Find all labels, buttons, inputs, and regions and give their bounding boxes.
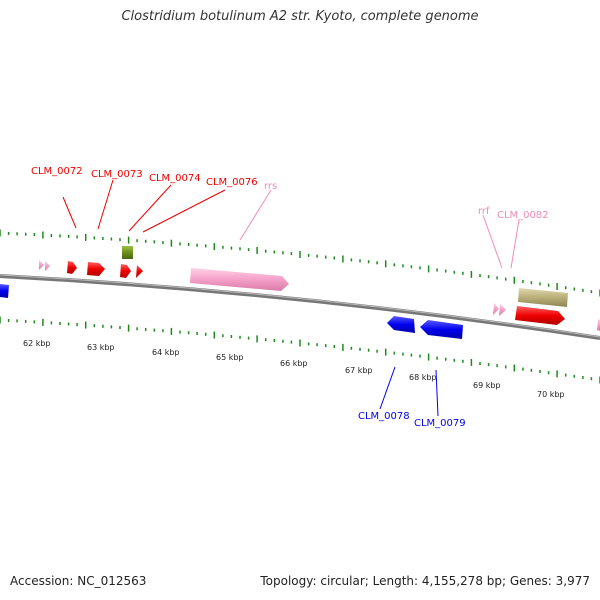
forward-labels: CLM_0072 CLM_0073 CLM_0074 CLM_0076 rrs … [31, 166, 549, 221]
scale-label: 67 kbp [345, 366, 373, 375]
gene-label[interactable]: CLM_0074 [149, 173, 201, 184]
misc-feature-box[interactable] [518, 288, 568, 307]
gene-label[interactable]: CLM_0082 [497, 210, 549, 221]
reverse-labels: CLM_0078 CLM_0079 [358, 411, 466, 429]
cds-arrow-left-edge[interactable] [0, 284, 9, 298]
leader-clm-0076 [142, 189, 226, 233]
gene-label[interactable]: CLM_0078 [358, 411, 410, 422]
scale-label: 70 kbp [537, 390, 565, 399]
rna-arrow-rrs[interactable] [190, 268, 289, 291]
rna-arrow[interactable] [45, 261, 50, 271]
cds-arrow-clm-0078[interactable] [387, 316, 415, 333]
label-leaders [62, 179, 520, 417]
rna-arrow[interactable] [39, 260, 44, 270]
topology-summary: Topology: circular; Length: 4,155,278 bp… [260, 574, 590, 588]
genome-backbone-highlight [0, 274, 600, 338]
gene-label[interactable]: CLM_0079 [414, 418, 466, 429]
scale-label: 64 kbp [152, 348, 180, 357]
leader-rrs [239, 189, 272, 241]
scale-label: 66 kbp [280, 359, 308, 368]
scale-label: 63 kbp [87, 343, 115, 352]
genome-title: Clostridium botulinum A2 str. Kyoto, com… [121, 9, 479, 24]
gene-label[interactable]: rrs [264, 181, 277, 192]
gene-label[interactable]: CLM_0076 [206, 177, 258, 188]
cds-arrow-clm-0074b[interactable] [136, 265, 143, 278]
accession-text: Accession: NC_012563 [10, 574, 147, 588]
genome-backbone [0, 274, 600, 340]
rna-arrow-rrf[interactable] [493, 303, 499, 315]
leader-clm-0074 [128, 184, 172, 232]
gene-label[interactable]: CLM_0072 [31, 166, 83, 177]
leader-clm-0078 [379, 366, 396, 410]
scale-labels: 62 kbp 63 kbp 64 kbp 65 kbp 66 kbp 67 kb… [23, 339, 565, 399]
forward-strand-features [39, 246, 600, 331]
cds-arrow-clm-0072[interactable] [67, 261, 77, 274]
cds-arrow-forward[interactable] [515, 306, 565, 325]
leader-clm-0072 [62, 196, 77, 229]
rna-arrow-clm-0082[interactable] [499, 304, 506, 316]
outer-tick-ring [0, 229, 600, 297]
cds-arrow-clm-0073[interactable] [87, 262, 105, 276]
leader-clm-0079 [435, 369, 439, 417]
gene-label[interactable]: rrf [478, 206, 490, 217]
reverse-strand-features [0, 284, 463, 339]
leader-clm-0082 [510, 219, 520, 269]
rna-arrow-edge[interactable] [597, 319, 600, 331]
feature-box-clm-0076[interactable] [122, 246, 133, 259]
inner-tick-ring [0, 316, 600, 384]
leader-rrf [482, 214, 503, 269]
scale-label: 68 kbp [409, 373, 437, 382]
gene-label[interactable]: CLM_0073 [91, 169, 143, 180]
leader-clm-0073 [97, 179, 114, 230]
cds-arrow-clm-0079[interactable] [420, 320, 463, 339]
scale-label: 65 kbp [216, 353, 244, 362]
scale-label: 69 kbp [473, 381, 501, 390]
cds-arrow-clm-0074[interactable] [120, 264, 131, 278]
scale-label: 62 kbp [23, 339, 51, 348]
